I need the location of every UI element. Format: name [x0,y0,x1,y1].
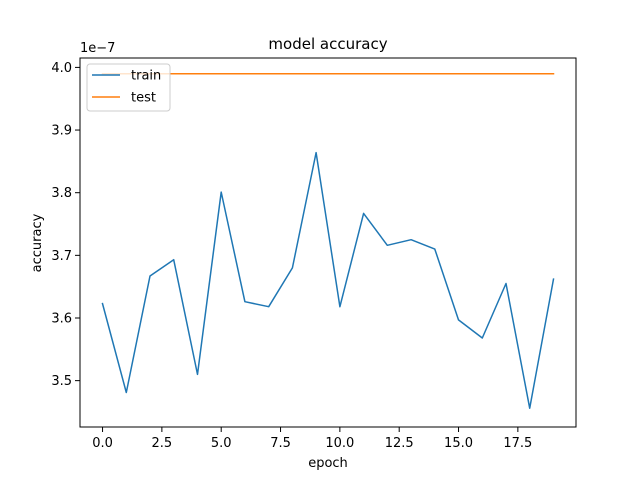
x-tick-label: 7.5 [270,436,291,451]
x-axis: 0.0 2.5 5.0 7.5 10.0 12.5 15.0 17.5 [92,427,532,451]
x-tick-label: 10.0 [325,436,354,451]
x-tick-label: 15.0 [444,436,473,451]
x-tick-label: 0.0 [92,436,113,451]
x-tick-label: 2.5 [152,436,173,451]
x-tick-label: 12.5 [385,436,414,451]
y-tick-label: 3.6 [51,311,72,326]
chart-title: model accuracy [268,35,387,53]
y-axis: 3.5 3.6 3.7 3.8 3.9 4.0 [51,61,80,389]
legend-items: train test [92,69,161,106]
y-tick-label: 3.5 [51,374,72,389]
series-line-train [101,151,555,409]
legend-label-train: train [131,69,161,84]
y-axis-offset-text: 1e−7 [80,41,115,56]
plot-frame [79,57,577,428]
series-layer [101,72,555,409]
y-axis-label: accuracy [30,213,45,272]
y-tick-label: 3.9 [51,124,72,139]
y-tick-label: 4.0 [51,61,72,76]
plot-area [79,57,577,428]
x-tick-label: 17.5 [503,436,532,451]
y-tick-label: 3.7 [51,249,72,264]
y-tick-label: 3.8 [51,186,72,201]
legend: train test [86,63,171,112]
legend-label-test: test [131,91,156,106]
x-axis-label: epoch [308,456,348,471]
x-tick-label: 5.0 [211,436,232,451]
